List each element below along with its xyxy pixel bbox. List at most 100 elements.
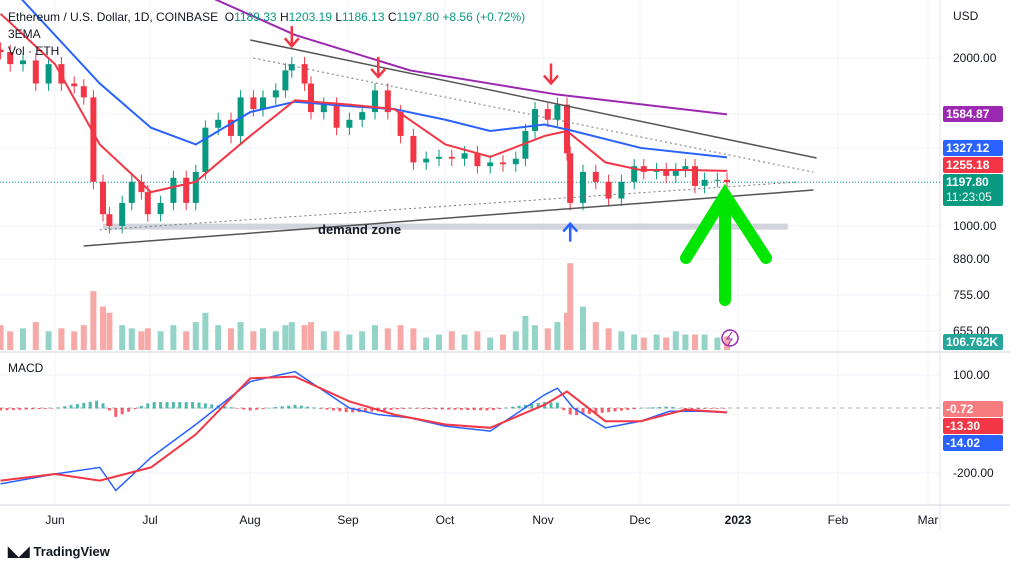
- macd-histogram-bar: [274, 407, 278, 409]
- tradingview-logo[interactable]: ◣◢ TradingView: [8, 543, 110, 559]
- candle: [346, 119, 353, 128]
- macd-histogram-bar: [56, 407, 60, 409]
- macd-histogram-bar: [530, 403, 534, 409]
- volume-bar: [106, 312, 113, 350]
- candle: [474, 153, 481, 167]
- candle: [618, 181, 625, 199]
- macd-histogram-bar: [658, 407, 662, 409]
- macd-histogram-bar: [338, 408, 342, 412]
- macd-histogram-bar: [600, 408, 604, 413]
- volume-bar: [359, 331, 366, 350]
- macd-histogram-bar: [248, 408, 252, 411]
- lightning-icon: [726, 331, 733, 346]
- macd-histogram-bar: [453, 408, 457, 410]
- price-tick: 880.00: [953, 252, 990, 266]
- macd-histogram-bar: [472, 408, 476, 411]
- macd-histogram-bar: [555, 402, 559, 409]
- macd-histogram-bar: [613, 408, 617, 412]
- macd-histogram-bar: [639, 408, 643, 409]
- volume-bar: [80, 325, 87, 350]
- volume-bar: [138, 331, 145, 350]
- candle: [80, 86, 87, 98]
- macd-histogram-bar: [498, 408, 502, 410]
- time-tick: Oct: [435, 513, 455, 527]
- price-tick: 2000.00: [953, 51, 997, 65]
- macd-histogram-bar: [50, 408, 54, 409]
- volume-bar: [346, 334, 353, 350]
- macd-histogram-bar: [504, 407, 508, 409]
- trendline: [99, 181, 798, 231]
- candle: [448, 156, 455, 159]
- macd-histogram-bar: [229, 407, 233, 409]
- macd-histogram-bar: [607, 408, 611, 413]
- candle: [461, 153, 468, 159]
- down-arrow-icon: [370, 56, 387, 79]
- macd-histogram-bar: [440, 408, 444, 410]
- lightning-icon: [721, 329, 739, 347]
- volume-bar: [0, 325, 4, 350]
- candle: [500, 162, 506, 165]
- macd-histogram-bar: [242, 408, 246, 410]
- macd-legend[interactable]: MACD: [8, 361, 44, 375]
- macd-histogram-bar: [408, 408, 412, 409]
- time-tick: Nov: [532, 513, 554, 527]
- volume-bar: [128, 328, 135, 350]
- ema50-tag: 1327.12: [943, 140, 1003, 156]
- volume-bar: [512, 331, 519, 350]
- volume-bar: [397, 325, 404, 350]
- volume-bar: [333, 331, 340, 350]
- candle: [580, 171, 586, 203]
- macd-line: [0, 370, 728, 492]
- volume-bar: [100, 306, 106, 350]
- macd-histogram-bar: [351, 408, 355, 413]
- ema-legend[interactable]: 3EMA: [8, 27, 41, 41]
- price-tick: 755.00: [953, 288, 990, 302]
- volume-bar: [170, 325, 177, 350]
- candle: [250, 97, 257, 110]
- volume-bar: [410, 328, 417, 350]
- candle: [384, 90, 391, 113]
- candle: [301, 64, 308, 84]
- volume-bar: [384, 328, 391, 350]
- macd-histogram-bar: [95, 400, 99, 409]
- candle: [567, 153, 574, 203]
- macd-histogram-bar: [299, 405, 303, 409]
- ema200-tag: 1584.87: [943, 106, 1003, 122]
- macd-histogram-bar: [37, 408, 41, 410]
- candle: [663, 169, 670, 176]
- macd-histogram-bar: [114, 408, 118, 417]
- macd-histogram-bar: [306, 406, 310, 409]
- macd-histogram-bar: [255, 408, 259, 410]
- candle: [701, 179, 708, 186]
- candle: [410, 135, 417, 163]
- volume-bar: [682, 334, 689, 350]
- candle: [714, 179, 721, 181]
- volume-bar: [202, 312, 209, 350]
- macd-histogram-bar: [479, 408, 483, 411]
- macd-histogram-bar: [88, 401, 92, 409]
- macd-histogram-bar: [632, 408, 636, 410]
- volume-legend[interactable]: Vol · ETH: [8, 44, 60, 58]
- macd-histogram-bar: [43, 408, 47, 409]
- candle: [100, 181, 106, 215]
- volume-bar: [320, 331, 327, 350]
- volume-bar: [215, 325, 222, 350]
- volume-bar: [228, 328, 234, 350]
- candle: [119, 202, 126, 226]
- macd-histogram-bar: [312, 407, 316, 409]
- macd-histogram-bar: [5, 408, 9, 411]
- candle: [272, 90, 279, 98]
- time-tick: 2023: [724, 513, 752, 527]
- macd-histogram-bar: [331, 408, 335, 411]
- volume-bar: [474, 331, 481, 350]
- candle: [138, 181, 145, 193]
- candle: [397, 112, 404, 136]
- macd-histogram-bar: [709, 408, 713, 409]
- macd-histogram-bar: [69, 405, 73, 409]
- candle: [333, 104, 340, 128]
- macd-histogram-bar: [664, 406, 668, 409]
- ema20-line: [0, 13, 728, 194]
- macd-histogram-bar: [120, 408, 124, 415]
